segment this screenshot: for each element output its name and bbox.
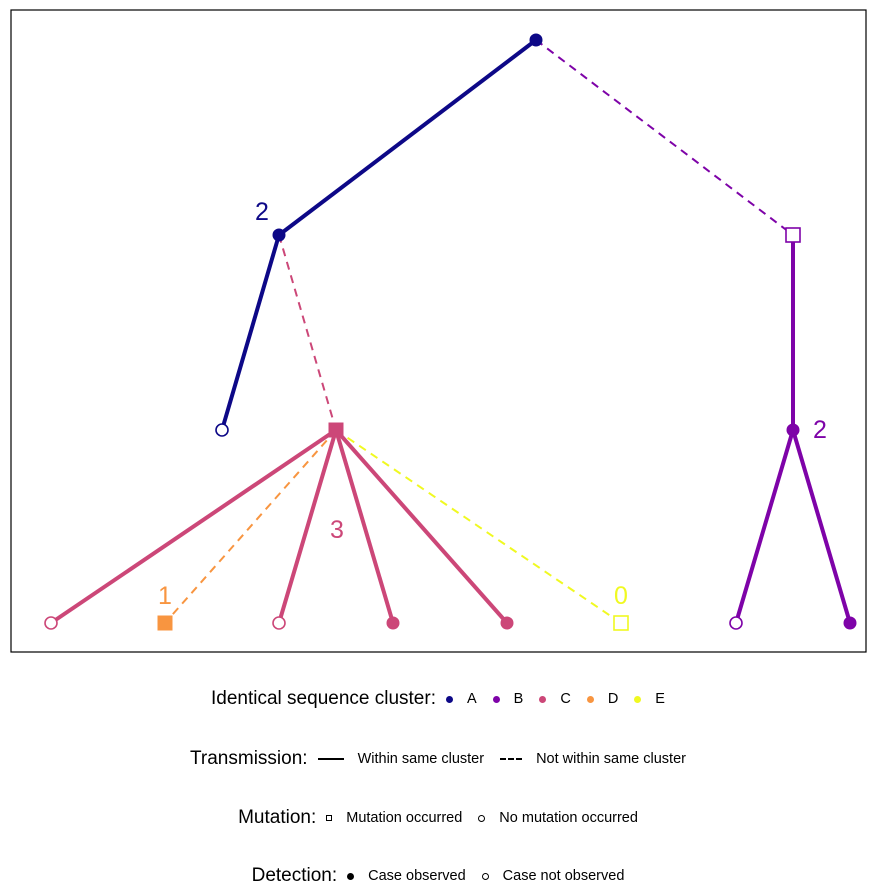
dot-icon	[634, 695, 642, 703]
transmission-tree: 2 3 2 1 0	[10, 9, 867, 653]
case-node-c2	[157, 615, 173, 631]
open-circle-icon	[478, 814, 486, 822]
plot-border	[10, 9, 867, 653]
legend-mutation-occurred-label: Mutation occurred	[346, 810, 463, 826]
node-layer	[44, 33, 857, 631]
legend-mutation-not-occurred-label: No mutation occurred	[499, 810, 638, 826]
legend-cluster-item-d: D	[586, 691, 619, 707]
transmission-edge-nC-c2	[164, 429, 337, 624]
legend-cluster-label: C	[560, 691, 571, 707]
node-count-label-n6: 2	[813, 416, 827, 444]
legend-cluster-label: E	[655, 691, 665, 707]
legend-detection: Detection: Case observed Case not observ…	[0, 865, 876, 887]
legend-transmission-dashed: Not within same cluster	[500, 751, 686, 767]
case-node-c7	[729, 616, 743, 630]
node-count-label-n2: 2	[255, 198, 269, 226]
case-node-n6	[786, 423, 800, 437]
legend-cluster-title: Identical sequence cluster:	[211, 688, 436, 709]
case-node-c1	[44, 616, 58, 630]
case-node-n2	[272, 228, 286, 242]
label-layer: 2 3 2 1 0	[158, 198, 827, 610]
legend-cluster: Identical sequence cluster: A B C D E	[0, 688, 876, 710]
node-count-label-nC: 3	[330, 516, 344, 544]
dot-icon	[539, 695, 547, 703]
legend-cluster-item-a: A	[445, 691, 477, 707]
case-node-nC	[328, 422, 344, 438]
transmission-edge-n2-nC	[278, 234, 337, 431]
case-node-nB	[785, 227, 801, 243]
case-node-c4	[386, 616, 400, 630]
case-node-c5	[500, 616, 514, 630]
legend-detection-not-observed: Case not observed	[481, 868, 625, 884]
dot-icon	[586, 695, 594, 703]
legend-cluster-item-e: E	[634, 691, 665, 707]
transmission-edge-n6-c7	[734, 429, 795, 624]
legend-transmission-dashed-label: Not within same cluster	[536, 751, 686, 767]
legend-mutation-title: Mutation:	[238, 807, 317, 828]
legend-mutation: Mutation: Mutation occurred No mutation …	[0, 807, 876, 829]
legend-transmission-solid: Within same cluster	[317, 751, 485, 767]
case-node-n4	[215, 423, 229, 437]
legend-detection-not-observed-label: Case not observed	[502, 868, 625, 884]
legend-cluster-label: A	[466, 691, 477, 707]
solid-line-icon	[317, 758, 344, 760]
legend-transmission-title: Transmission:	[190, 748, 308, 769]
dot-icon	[445, 695, 453, 703]
legend-mutation-occurred: Mutation occurred	[326, 810, 462, 826]
case-node-c6	[613, 615, 629, 631]
case-node-c3	[272, 616, 286, 630]
legend-mutation-not-occurred: No mutation occurred	[478, 810, 638, 826]
transmission-edge-nC-c4	[334, 429, 395, 624]
open-circle-icon	[481, 872, 489, 880]
node-count-label-c6: 0	[614, 582, 628, 610]
transmission-edge-nC-c1	[49, 428, 338, 625]
transmission-edge-nC-c6	[335, 429, 622, 624]
legend-transmission-solid-label: Within same cluster	[357, 751, 485, 767]
filled-circle-icon	[347, 872, 355, 880]
legend-cluster-item-b: B	[492, 691, 524, 707]
transmission-edge-root-n2	[277, 38, 538, 237]
case-node-root	[529, 33, 543, 47]
legend-cluster-label: B	[513, 691, 524, 707]
case-node-c8	[843, 616, 857, 630]
legend-cluster-item-c: C	[539, 691, 571, 707]
transmission-edge-nC-c5	[334, 428, 509, 625]
dot-icon	[492, 695, 500, 703]
open-square-icon	[326, 815, 333, 821]
legend-detection-title: Detection:	[251, 865, 338, 886]
legend-transmission: Transmission: Within same cluster Not wi…	[0, 748, 876, 770]
transmission-edge-n6-c8	[791, 429, 852, 624]
legend-detection-observed: Case observed	[347, 868, 466, 884]
legend-cluster-label: D	[607, 691, 619, 707]
transmission-edge-nC-c3	[277, 429, 338, 624]
edge-layer	[49, 38, 852, 625]
legend-detection-observed-label: Case observed	[368, 868, 466, 884]
transmission-edge-n2-n4	[220, 234, 281, 431]
dashed-line-icon	[500, 758, 523, 760]
transmission-edge-root-nB	[535, 39, 794, 236]
node-count-label-c2: 1	[158, 582, 172, 610]
